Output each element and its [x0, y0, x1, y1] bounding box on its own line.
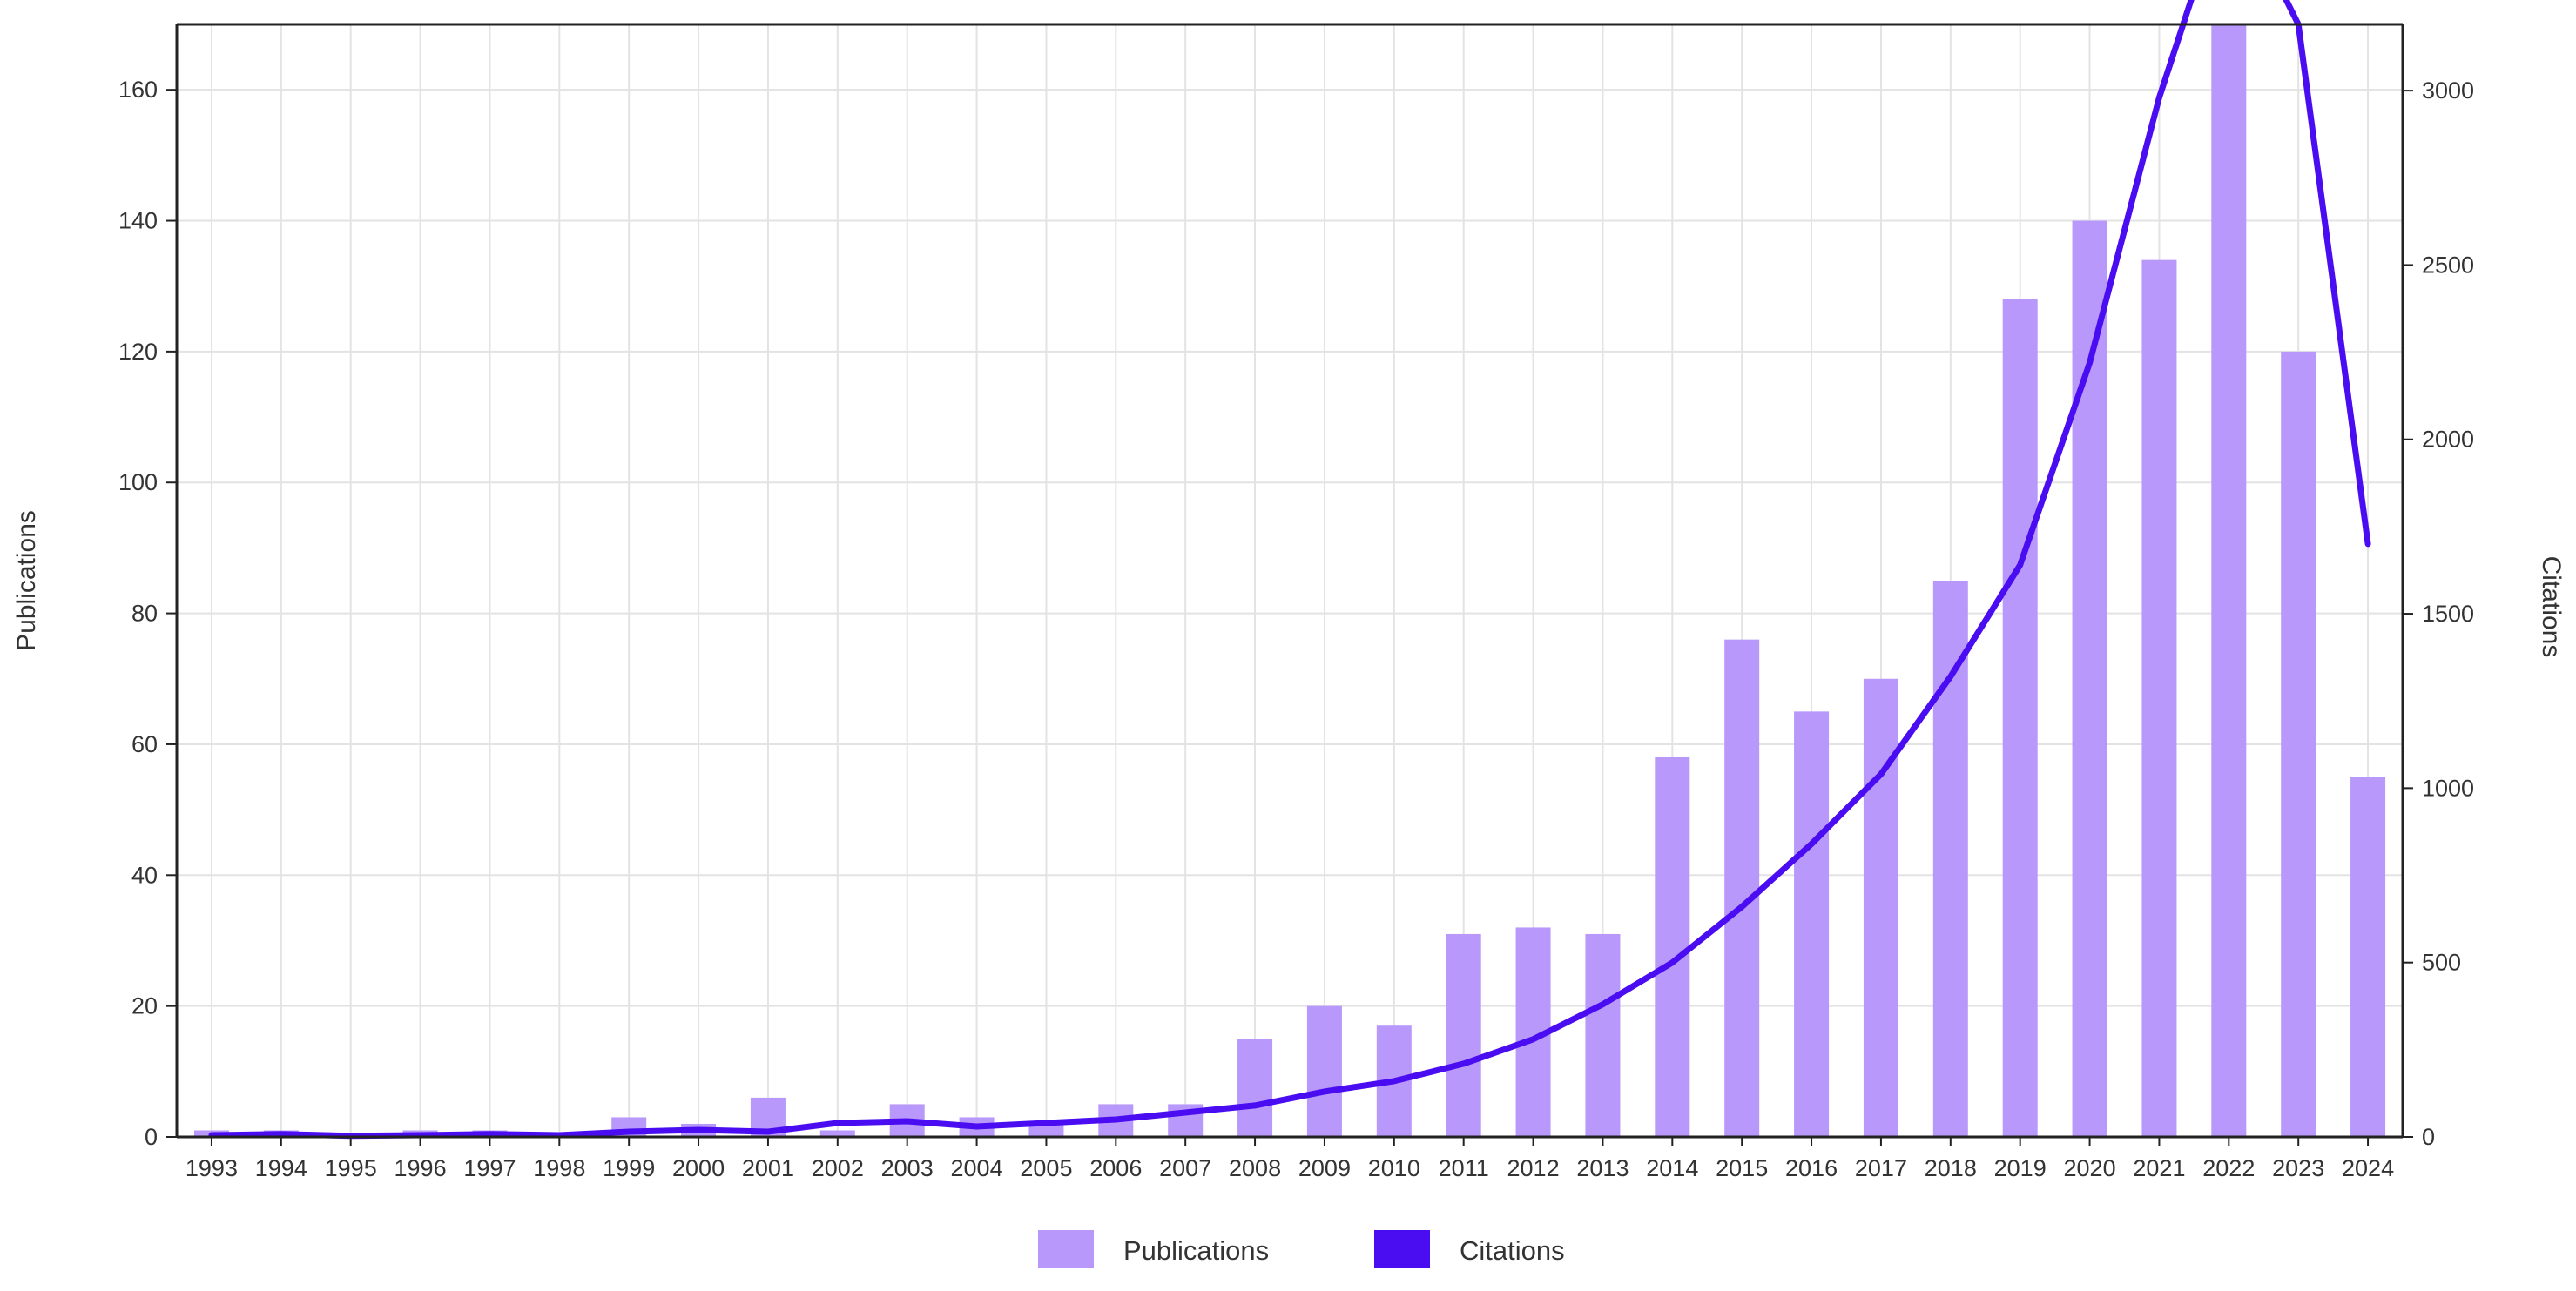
x-tick-label: 2014	[1646, 1155, 1698, 1181]
x-tick-label: 2023	[2272, 1155, 2324, 1181]
legend-swatch-publications	[1038, 1230, 1094, 1268]
bar-2019	[2003, 299, 2038, 1137]
bar-2018	[1933, 581, 1968, 1137]
y-tick-label: 140	[118, 208, 158, 234]
x-tick-label: 2012	[1507, 1155, 1560, 1181]
y-tick-label: 100	[118, 469, 158, 495]
x-tick-label: 1997	[463, 1155, 516, 1181]
x-tick-label: 2018	[1925, 1155, 1977, 1181]
x-tick-label: 2021	[2133, 1155, 2185, 1181]
y-tick-label: 80	[131, 601, 158, 627]
bar-2011	[1446, 934, 1481, 1137]
y-tick-label: 40	[131, 862, 158, 888]
citations-line	[212, 0, 2368, 1136]
line-layer	[212, 0, 2368, 1136]
x-tick-label: 1998	[533, 1155, 585, 1181]
y2-tick-label: 0	[2422, 1124, 2435, 1150]
y-tick-label: 20	[131, 993, 158, 1019]
y2-tick-label: 2500	[2422, 252, 2474, 278]
x-tick-label: 2003	[881, 1155, 934, 1181]
x-tick-label: 2020	[2064, 1155, 2116, 1181]
x-tick-label: 2008	[1229, 1155, 1281, 1181]
x-tick-label: 2006	[1089, 1155, 1142, 1181]
x-tick-label: 2007	[1159, 1155, 1211, 1181]
y2-tick-label: 500	[2422, 950, 2461, 976]
legend: Publications Citations	[1038, 1230, 1565, 1268]
y-tick-label: 120	[118, 339, 158, 365]
x-tick-label: 2016	[1785, 1155, 1838, 1181]
bar-2008	[1237, 1039, 1272, 1137]
bar-2014	[1655, 757, 1689, 1137]
x-tick-label: 2005	[1020, 1155, 1072, 1181]
x-tick-label: 2001	[742, 1155, 794, 1181]
x-tick-label: 1993	[185, 1155, 238, 1181]
x-tick-label: 2002	[812, 1155, 864, 1181]
x-tick-label: 2011	[1439, 1155, 1489, 1181]
y-axis-title: Publications	[12, 510, 41, 651]
x-tick-label: 2024	[2342, 1155, 2394, 1181]
x-tick-label: 1995	[325, 1155, 377, 1181]
legend-label-publications: Publications	[1123, 1235, 1269, 1266]
bar-2016	[1794, 711, 1829, 1137]
axis-layer: 0 20 40 60 80 100 120 140 160 0 500 1000 1500 2000 250…	[118, 24, 2474, 1181]
y2-tick-label: 3000	[2422, 77, 2474, 104]
y-tick-label: 60	[131, 731, 158, 757]
bar-2015	[1724, 640, 1759, 1137]
x-tick-label: 2004	[951, 1155, 1003, 1181]
bar-2013	[1585, 934, 1620, 1137]
y-tick-label: 0	[145, 1124, 158, 1150]
y-tick-label: 160	[118, 77, 158, 103]
bar-2009	[1307, 1006, 1342, 1137]
grid-layer	[177, 24, 2403, 1137]
x-tick-label: 2013	[1576, 1155, 1629, 1181]
bar-2023	[2281, 352, 2316, 1137]
legend-swatch-citations	[1374, 1230, 1430, 1268]
bar-2024	[2350, 777, 2385, 1137]
y2-tick-label: 1500	[2422, 601, 2474, 627]
x-tick-label: 2000	[672, 1155, 725, 1181]
x-tick-label: 1999	[603, 1155, 655, 1181]
bar-layer	[194, 24, 2385, 1137]
bar-2021	[2141, 260, 2176, 1137]
y2-axis-title: Citations	[2537, 556, 2566, 658]
x-tick-label: 1996	[394, 1155, 447, 1181]
legend-label-citations: Citations	[1460, 1235, 1565, 1266]
y2-tick-label: 1000	[2422, 775, 2474, 801]
x-tick-label: 1994	[255, 1155, 307, 1181]
x-tick-label: 2010	[1368, 1155, 1420, 1181]
x-tick-label: 2015	[1716, 1155, 1768, 1181]
x-tick-label: 2009	[1298, 1155, 1351, 1181]
bar-2017	[1864, 679, 1898, 1137]
bar-2022	[2211, 24, 2246, 1137]
x-tick-label: 2022	[2202, 1155, 2255, 1181]
x-tick-label: 2017	[1855, 1155, 1907, 1181]
x-tick-label: 2019	[1994, 1155, 2047, 1181]
y2-tick-label: 2000	[2422, 427, 2474, 453]
